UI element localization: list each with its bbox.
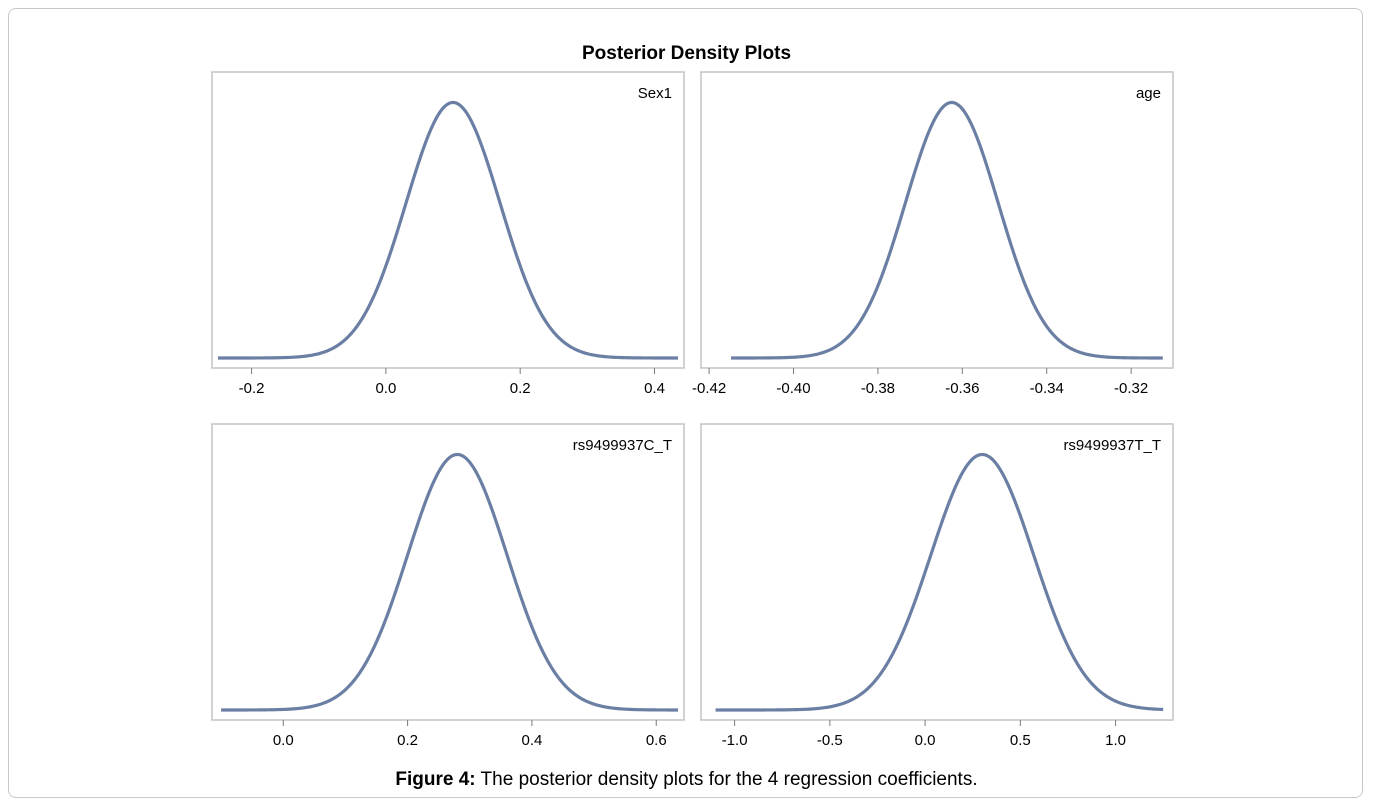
x-tick-label: -0.34 <box>1030 380 1064 397</box>
panel-bottom-right: rs9499937T_T -1.0 -0.5 0.0 0.5 1.0 <box>701 424 1173 749</box>
series-label: rs9499937T_T <box>1063 437 1161 454</box>
figure-caption: Figure 4: The posterior density plots fo… <box>0 769 1373 791</box>
panel-frame <box>212 72 684 368</box>
x-tick-label: 0.0 <box>375 380 396 397</box>
panel-bottom-left: rs9499937C_T 0.0 0.2 0.4 0.6 <box>212 424 684 749</box>
panel-top-right: age -0.42 -0.40 -0.38 -0.36 -0.34 -0.32 <box>692 72 1173 397</box>
panel-frame <box>212 424 684 720</box>
x-tick-label: -0.5 <box>817 732 843 749</box>
x-tick-label: -0.2 <box>239 380 265 397</box>
caption-text: The posterior density plots for the 4 re… <box>476 769 978 790</box>
x-tick-label: -1.0 <box>722 732 748 749</box>
x-tick-label: -0.32 <box>1114 380 1148 397</box>
caption-label: Figure 4: <box>395 769 475 790</box>
series-label: rs9499937C_T <box>573 437 672 454</box>
x-tick-label: 0.0 <box>273 732 294 749</box>
x-tick-label: 0.6 <box>646 732 667 749</box>
x-tick-label: -0.38 <box>861 380 895 397</box>
x-tick-label: 0.4 <box>644 380 665 397</box>
x-tick-label: 1.0 <box>1105 732 1126 749</box>
series-label: age <box>1136 85 1161 102</box>
x-tick-label: 0.2 <box>510 380 531 397</box>
series-label: Sex1 <box>638 85 672 102</box>
panel-frame <box>701 424 1173 720</box>
x-tick-label: 0.2 <box>397 732 418 749</box>
x-tick-label: 0.4 <box>521 732 542 749</box>
x-tick-label: -0.42 <box>692 380 726 397</box>
x-tick-label: -0.40 <box>776 380 810 397</box>
panel-top-left: Sex1 -0.2 0.0 0.2 0.4 <box>212 72 684 397</box>
x-tick-label: 0.0 <box>915 732 936 749</box>
x-tick-label: 0.5 <box>1010 732 1031 749</box>
x-tick-label: -0.36 <box>945 380 979 397</box>
